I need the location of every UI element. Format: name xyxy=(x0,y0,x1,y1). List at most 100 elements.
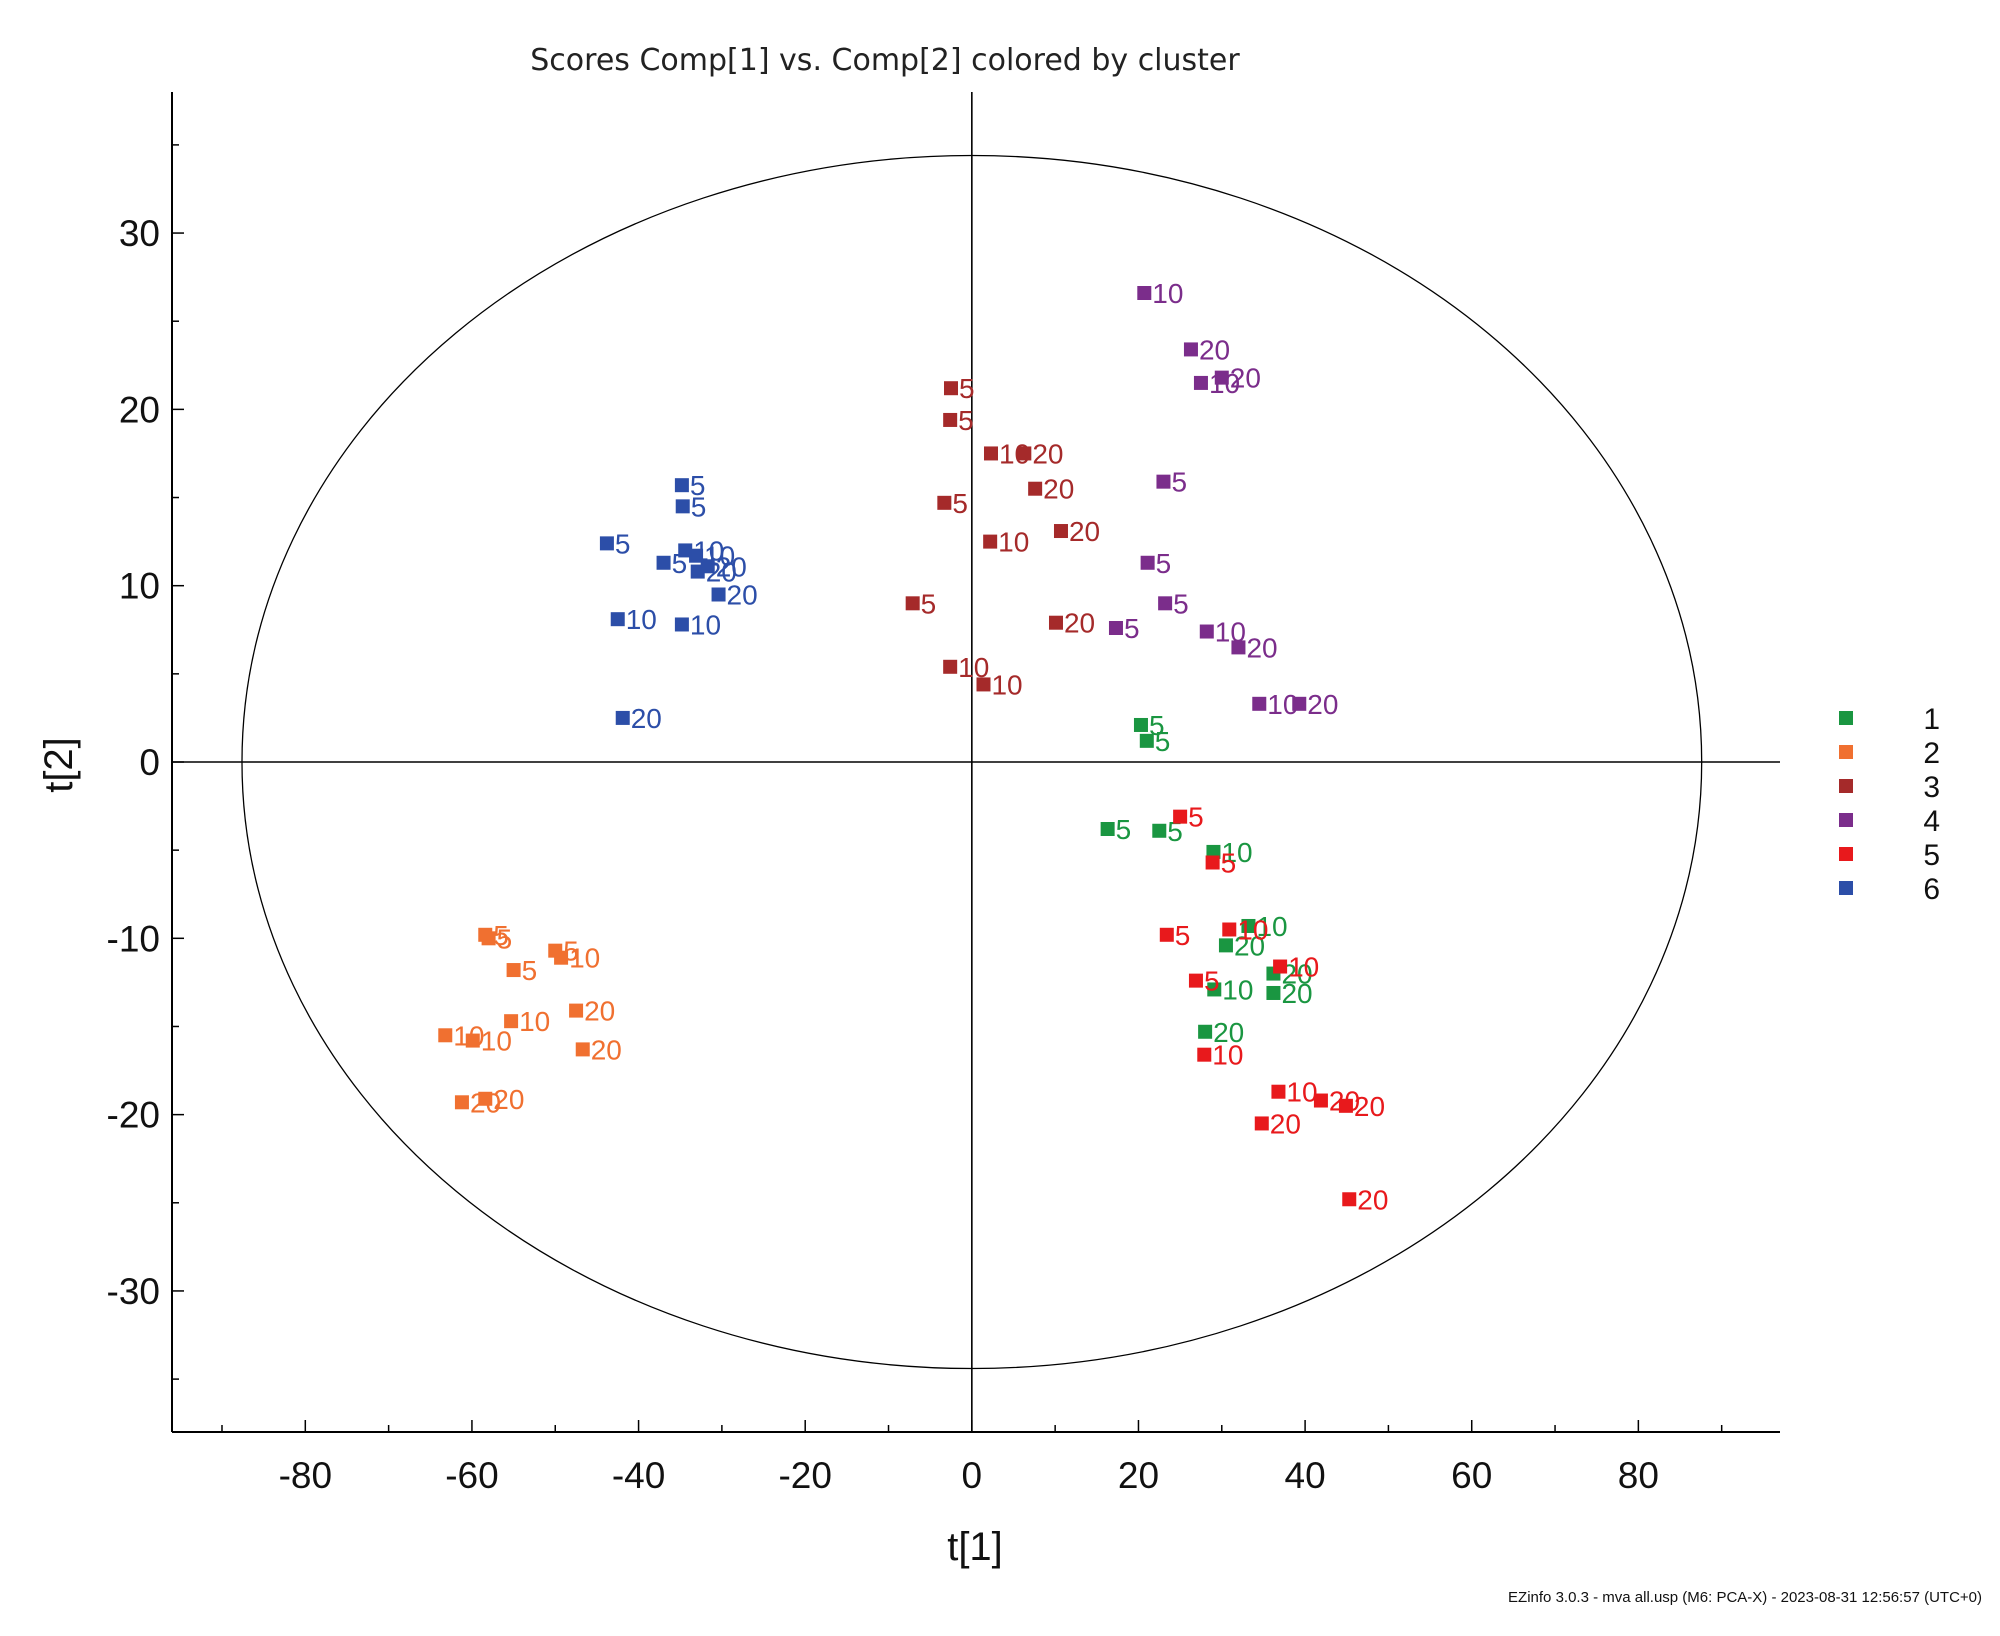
data-point xyxy=(1338,1098,1353,1113)
point-label: 5 xyxy=(1171,467,1187,498)
x-tick-label: -80 xyxy=(279,1455,332,1496)
x-tick-label: -20 xyxy=(778,1455,831,1496)
footer-info: EZinfo 3.0.3 - mva all.usp (M6: PCA-X) -… xyxy=(1508,1589,1982,1606)
series-cluster-4: 10201020555510201020 xyxy=(1108,278,1338,720)
point-label: 20 xyxy=(716,551,747,582)
x-tick-label: 40 xyxy=(1285,1455,1326,1496)
point-label: 20 xyxy=(1043,474,1074,505)
data-point xyxy=(1214,370,1229,385)
point-label: 10 xyxy=(626,604,657,635)
point-label: 5 xyxy=(952,488,968,519)
data-point xyxy=(465,1033,480,1048)
legend-swatch xyxy=(1839,745,1853,759)
data-points: 5555101020201020205551052010201010202055… xyxy=(438,278,1388,1215)
data-point xyxy=(1292,696,1307,711)
point-label: 20 xyxy=(727,580,758,611)
x-axis-ticks: -80 -60 -40 -20 0 20 40 60 80 xyxy=(221,1420,1723,1496)
point-label: 5 xyxy=(958,405,974,436)
legend-swatch xyxy=(1839,881,1853,895)
x-axis-label: t[1] xyxy=(947,1525,1003,1569)
x-tick-label: 80 xyxy=(1618,1455,1659,1496)
data-point xyxy=(1028,481,1043,496)
data-point xyxy=(1100,822,1115,836)
data-point xyxy=(976,677,991,692)
data-point xyxy=(1133,717,1148,732)
point-label: 20 xyxy=(1069,516,1100,547)
legend-label: 3 xyxy=(1923,771,1940,804)
data-point xyxy=(1139,733,1154,748)
data-point xyxy=(554,950,569,965)
point-label: 5 xyxy=(1204,966,1220,997)
data-point xyxy=(678,543,693,558)
point-label: 20 xyxy=(591,1034,622,1065)
data-point xyxy=(1173,809,1188,824)
data-point xyxy=(674,617,689,632)
data-point xyxy=(438,1028,453,1043)
point-label: 5 xyxy=(672,548,688,579)
data-point xyxy=(1158,596,1173,611)
y-axis-label: t[2] xyxy=(37,737,81,793)
data-point xyxy=(675,499,690,514)
data-point xyxy=(905,596,920,611)
point-label: 5 xyxy=(1124,613,1140,644)
point-label: 20 xyxy=(1064,608,1095,639)
data-point xyxy=(943,412,958,427)
series-cluster-5: 55510105101020202020 xyxy=(1159,802,1388,1215)
data-point xyxy=(711,587,726,602)
y-axis-ticks: -30 -20 -10 0 10 20 30 xyxy=(107,144,184,1380)
data-point xyxy=(1254,1116,1269,1131)
point-label: 10 xyxy=(1286,1077,1317,1108)
data-point xyxy=(1342,1192,1357,1207)
x-tick-label: -40 xyxy=(612,1455,665,1496)
point-label: 10 xyxy=(1256,911,1287,942)
data-point xyxy=(1137,286,1152,300)
data-point xyxy=(454,1095,469,1110)
point-label: 5 xyxy=(690,470,706,501)
point-label: 20 xyxy=(1234,930,1265,961)
point-label: 5 xyxy=(1173,588,1189,619)
data-point xyxy=(599,536,614,551)
data-point xyxy=(983,446,998,461)
point-label: 20 xyxy=(631,703,662,734)
data-point xyxy=(1313,1093,1328,1108)
legend-label: 1 xyxy=(1923,703,1940,736)
series-cluster-2: 55510520102010102020 xyxy=(438,920,622,1118)
chart-title: Scores Comp[1] vs. Comp[2] colored by cl… xyxy=(530,43,1240,78)
data-point xyxy=(1198,1024,1213,1039)
data-point xyxy=(506,963,521,978)
point-label: 5 xyxy=(1155,726,1171,757)
data-point xyxy=(1183,342,1198,357)
point-label: 5 xyxy=(1188,802,1204,833)
point-label: 20 xyxy=(1230,363,1261,394)
point-label: 10 xyxy=(519,1006,550,1037)
point-label: 5 xyxy=(1175,920,1191,951)
point-label: 20 xyxy=(1032,438,1063,469)
point-label: 5 xyxy=(1221,848,1237,879)
data-point xyxy=(1017,446,1032,461)
data-point xyxy=(656,555,671,570)
data-point xyxy=(1156,474,1171,489)
x-tick-label: 20 xyxy=(1118,1455,1159,1496)
point-label: 10 xyxy=(998,527,1029,558)
point-label: 20 xyxy=(1354,1091,1385,1122)
point-label: 20 xyxy=(1213,1017,1244,1048)
data-point xyxy=(481,931,496,946)
data-point xyxy=(504,1014,519,1029)
data-point xyxy=(615,710,630,725)
data-point xyxy=(1197,1047,1212,1062)
point-label: 20 xyxy=(1281,978,1312,1009)
data-point xyxy=(575,1042,590,1057)
x-tick-label: 0 xyxy=(962,1455,983,1496)
point-label: 5 xyxy=(615,528,631,559)
point-label: 5 xyxy=(522,955,538,986)
legend-swatch xyxy=(1839,779,1853,793)
legend-swatch xyxy=(1839,711,1853,725)
point-label: 20 xyxy=(584,996,615,1027)
data-point xyxy=(937,495,952,510)
data-point xyxy=(1222,922,1237,937)
data-point xyxy=(674,478,689,493)
point-label: 5 xyxy=(959,373,975,404)
point-label: 10 xyxy=(1237,915,1268,946)
